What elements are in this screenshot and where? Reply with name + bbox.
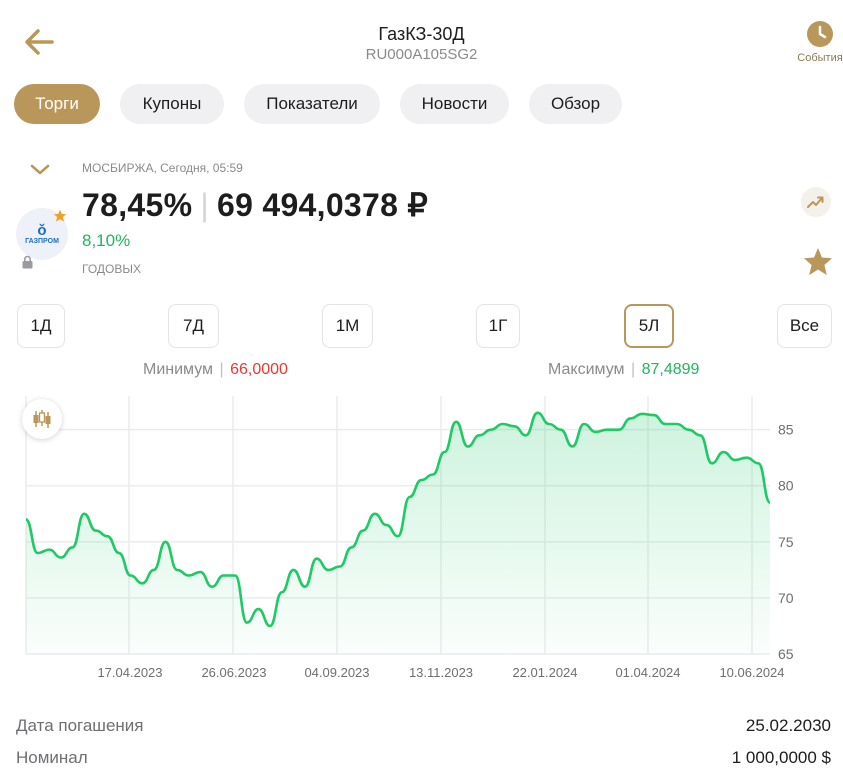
y-tick-label: 70 [778, 590, 794, 606]
period-5y[interactable]: 5Л [624, 304, 674, 348]
tab-trading[interactable]: Торги [14, 84, 100, 124]
nominal-value: 1 000,0000 $ [731, 748, 831, 767]
maximum-value: 87,4899 [641, 361, 700, 378]
period-1m[interactable]: 1М [322, 304, 373, 348]
maximum-stat: Максимум | 87,4899 [548, 361, 700, 378]
chart-type-button[interactable] [22, 399, 62, 439]
minimum-value: 66,0000 [230, 361, 288, 378]
maturity-date-value: 25.02.2030 [745, 716, 831, 735]
x-tick-label: 13.11.2023 [409, 665, 473, 680]
isin-code: RU000A105SG2 [365, 46, 478, 63]
price-percent: 78,45% [82, 187, 193, 223]
price-line: 78,45% | 69 494,0378 ₽ [82, 186, 428, 224]
clock-icon [807, 21, 833, 47]
price-line-series [25, 411, 772, 628]
period-1d[interactable]: 1Д [17, 304, 65, 348]
tab-indicators[interactable]: Показатели [244, 84, 380, 124]
x-tick-label: 04.09.2023 [304, 665, 369, 680]
y-tick-label: 65 [778, 646, 794, 662]
price-chart[interactable]: 85 80 75 70 65 17.04.2023 26.06.2023 04.09.202… [0, 390, 843, 690]
chevron-down-icon [30, 164, 50, 175]
star-icon [804, 248, 832, 275]
back-button[interactable] [22, 26, 56, 58]
period-1y[interactable]: 1Г [476, 304, 520, 348]
lock-icon [22, 255, 33, 269]
back-arrow-icon [25, 29, 54, 55]
issuer-logo-text: ГАЗПРОМ [25, 238, 59, 245]
x-tick-label: 10.06.2024 [719, 665, 784, 680]
nominal-label: Номинал [16, 748, 88, 767]
collapse-toggle[interactable] [28, 160, 52, 180]
minimum-stat: Минимум | 66,0000 [143, 361, 288, 378]
maximum-label: Максимум [548, 361, 625, 378]
x-tick-label: 01.04.2024 [615, 665, 680, 680]
y-tick-label: 80 [778, 478, 794, 494]
events-button[interactable]: События [794, 20, 843, 64]
favorite-badge-icon [53, 209, 67, 222]
price-divider: | [200, 187, 209, 223]
candlestick-icon [33, 410, 51, 428]
favorite-button[interactable] [802, 246, 834, 278]
yield-label: ГОДОВЫХ [82, 262, 141, 276]
x-tick-label: 22.01.2024 [512, 665, 577, 680]
tab-coupons[interactable]: Купоны [120, 84, 224, 124]
tab-news[interactable]: Новости [400, 84, 509, 124]
x-tick-label: 17.04.2023 [97, 665, 162, 680]
gazprom-flame-icon: ǒ [37, 222, 47, 239]
period-all[interactable]: Все [777, 304, 832, 348]
x-tick-label: 26.06.2023 [201, 665, 266, 680]
maturity-date-label: Дата погашения [16, 716, 144, 735]
trend-up-icon [807, 196, 824, 208]
y-tick-label: 75 [778, 534, 794, 550]
trend-button[interactable] [801, 187, 831, 217]
price-area [26, 412, 770, 654]
yield-value: 8,10% [82, 231, 131, 250]
price-value: 69 494,0378 ₽ [216, 187, 429, 223]
events-label: События [797, 52, 843, 64]
minimum-label: Минимум [143, 361, 214, 378]
page-title: ГазКЗ-30Д [378, 24, 465, 44]
exchange-timestamp: МОСБИРЖА, Сегодня, 05:59 [82, 161, 243, 175]
period-7d[interactable]: 7Д [168, 304, 219, 348]
y-tick-label: 85 [778, 422, 794, 438]
tab-overview[interactable]: Обзор [529, 84, 622, 124]
